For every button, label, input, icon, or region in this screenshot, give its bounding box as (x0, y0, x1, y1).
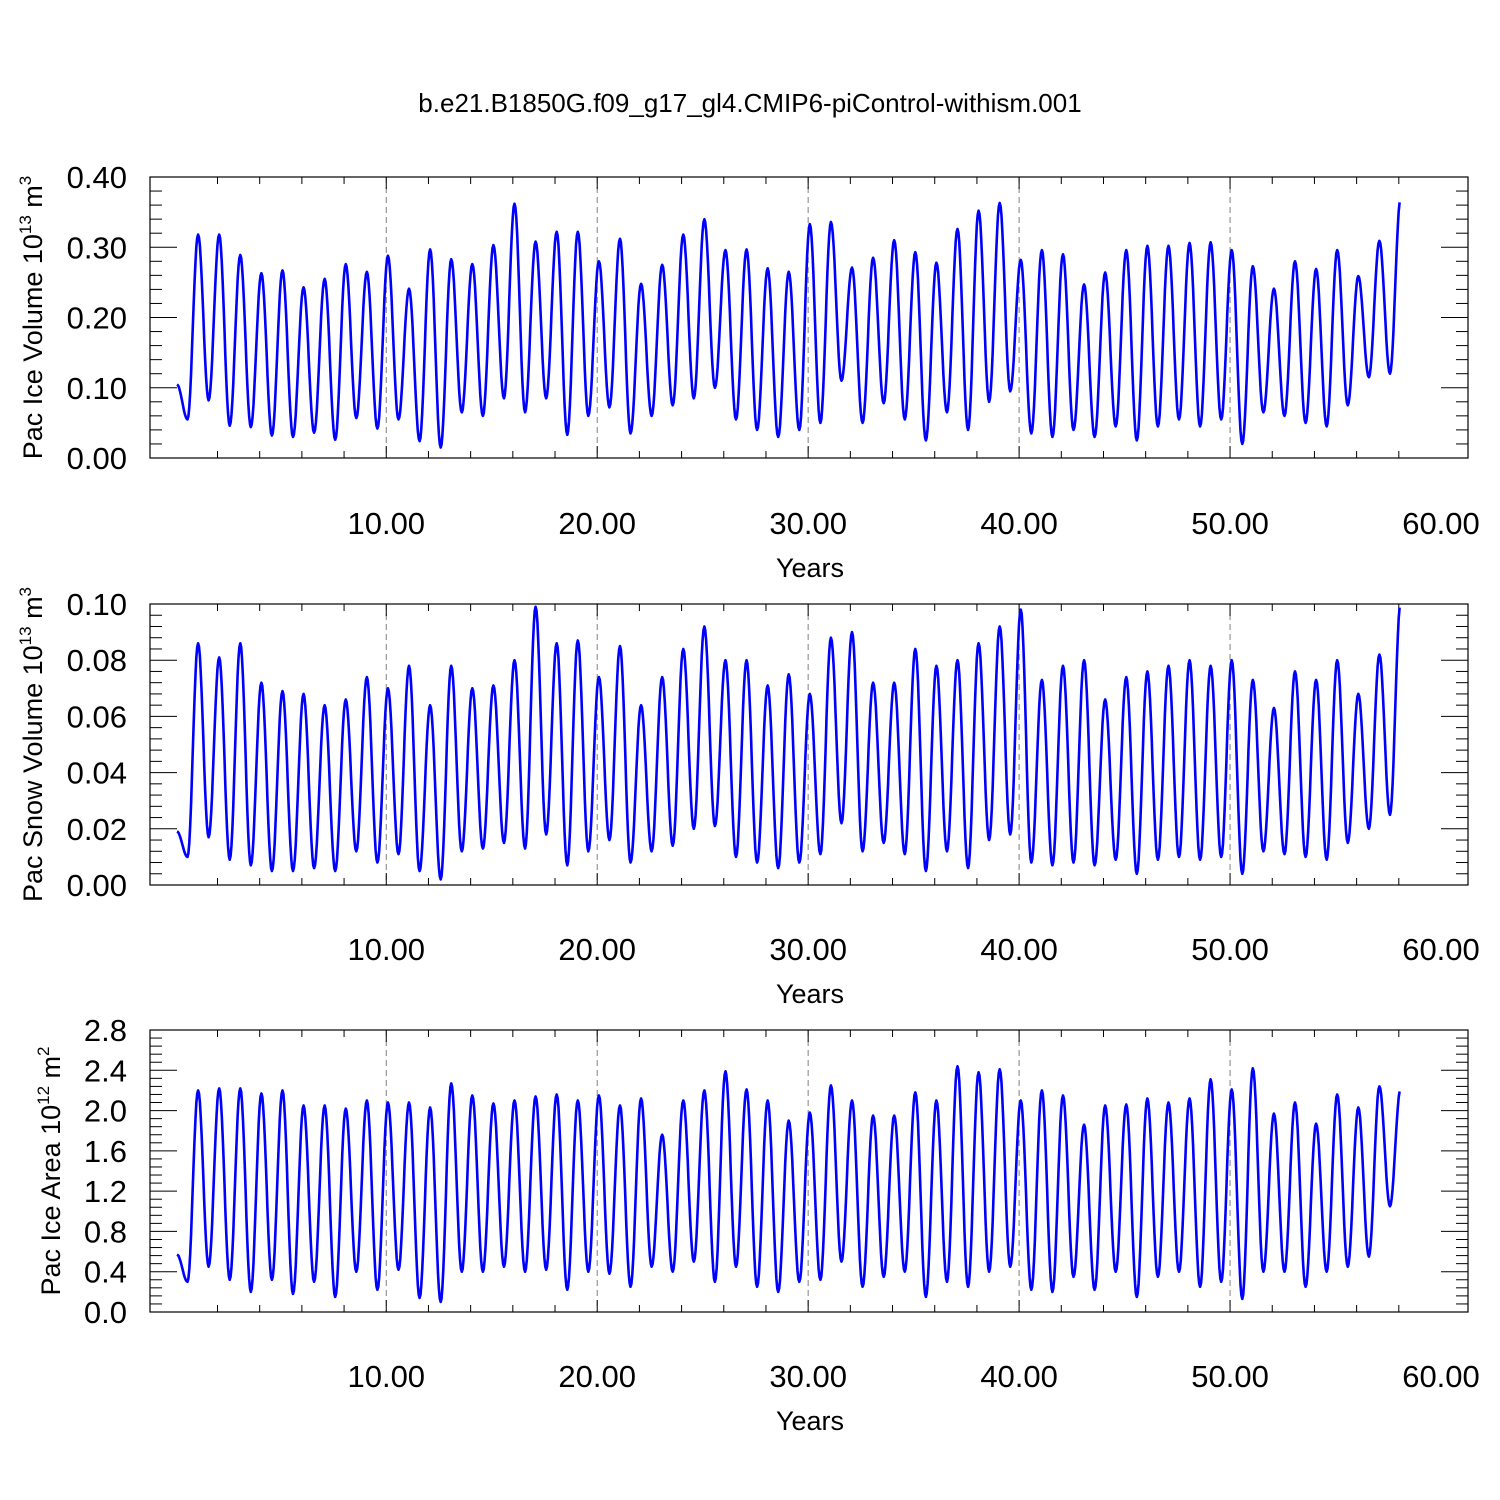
y-tick-label: 0.00 (67, 441, 127, 476)
x-tick-label: 10.00 (347, 506, 425, 541)
y-axis-label-unit-exponent: 2 (34, 1046, 53, 1055)
y-tick-label: 0.00 (67, 868, 127, 903)
y-axis-label-exponent: 13 (16, 626, 35, 645)
y-axis-label: Pac Snow Volume 1013 m3 (16, 587, 48, 902)
y-axis-label: Pac Ice Volume 1013 m3 (16, 176, 48, 460)
x-tick-label: 60.00 (1402, 1359, 1480, 1394)
x-axis-label: Years (776, 553, 844, 583)
chart-panel-1: 0.00 0.10 0.20 0.30 0.40 10.00 20.00 30.00 40.00… (16, 160, 1480, 583)
y-axis-label-unit: m (18, 185, 48, 215)
y-tick-label: 1.2 (84, 1174, 127, 1209)
y-tick-label: 0.8 (84, 1214, 127, 1249)
x-tick-label: 60.00 (1402, 506, 1480, 541)
y-tick-label: 0.02 (67, 812, 127, 847)
x-tick-label: 50.00 (1191, 1359, 1269, 1394)
x-tick-label: 20.00 (558, 1359, 636, 1394)
y-axis-label-exponent: 12 (34, 1086, 53, 1105)
figure-title: b.e21.B1850G.f09_g17_gl4.CMIP6-piControl… (418, 88, 1081, 118)
y-tick-label: 1.6 (84, 1134, 127, 1169)
y-axis-label-text: Pac Ice Volume 10 (18, 234, 48, 459)
y-tick-label: 0.4 (84, 1255, 127, 1290)
y-tick-label: 0.10 (67, 587, 127, 622)
y-tick-label: 2.8 (84, 1013, 127, 1048)
chart-panel-2: 0.00 0.02 0.04 0.06 0.08 0.10 10.00 20.00 30.00 4… (16, 587, 1480, 1009)
data-series-line (176, 201, 1401, 449)
y-axis-label-text: Pac Ice Area 10 (36, 1105, 66, 1296)
y-axis-label: Pac Ice Area 1012 m2 (34, 1046, 66, 1295)
y-tick-label: 2.0 (84, 1094, 127, 1129)
data-series-line (176, 605, 1401, 881)
x-tick-label: 10.00 (347, 932, 425, 967)
x-tick-label: 30.00 (769, 1359, 847, 1394)
y-tick-label: 0.30 (67, 230, 127, 265)
x-tick-label: 30.00 (769, 932, 847, 967)
y-axis-label-unit: m (36, 1056, 66, 1086)
y-axis-label-unit-exponent: 3 (16, 587, 35, 596)
x-axis-label: Years (776, 979, 844, 1009)
y-axis-label-text: Pac Snow Volume 10 (18, 645, 48, 902)
x-tick-label: 40.00 (980, 506, 1058, 541)
y-tick-label: 2.4 (84, 1053, 127, 1088)
x-tick-label: 40.00 (980, 932, 1058, 967)
x-tick-label: 20.00 (558, 932, 636, 967)
x-tick-label: 60.00 (1402, 932, 1480, 967)
y-tick-label: 0.10 (67, 371, 127, 406)
plot-frame (149, 1029, 1469, 1313)
y-tick-label: 0.04 (67, 756, 127, 791)
x-tick-label: 40.00 (980, 1359, 1058, 1394)
data-series-line (176, 1065, 1401, 1304)
x-tick-label: 20.00 (558, 506, 636, 541)
y-axis-label-unit: m (18, 596, 48, 626)
y-tick-label: 0.20 (67, 301, 127, 336)
x-tick-label: 50.00 (1191, 506, 1269, 541)
x-tick-label: 50.00 (1191, 932, 1269, 967)
x-tick-label: 30.00 (769, 506, 847, 541)
chart-panel-3: 0.0 0.4 0.8 1.2 1.6 2.0 2.4 2.8 10.00 20.00 30.00 4… (34, 1013, 1480, 1436)
y-tick-label: 0.40 (67, 160, 127, 195)
x-axis-label: Years (776, 1406, 844, 1436)
y-axis-label-unit-exponent: 3 (16, 176, 35, 185)
plot-frame (149, 603, 1469, 886)
y-tick-label: 0.0 (84, 1295, 127, 1330)
x-tick-label: 10.00 (347, 1359, 425, 1394)
y-tick-label: 0.06 (67, 699, 127, 734)
y-axis-label-exponent: 13 (16, 215, 35, 234)
y-tick-label: 0.08 (67, 643, 127, 678)
